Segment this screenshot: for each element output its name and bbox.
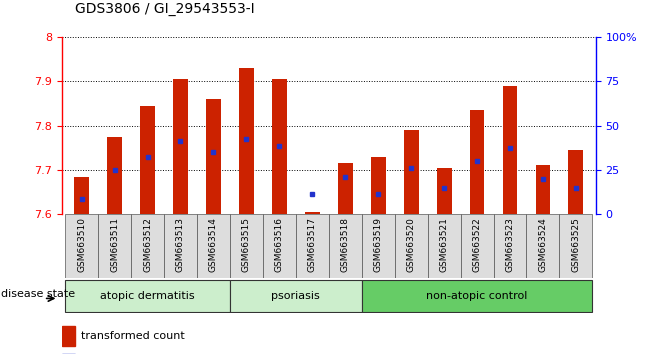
Text: GSM663510: GSM663510 <box>77 217 86 272</box>
Text: GSM663511: GSM663511 <box>110 217 119 272</box>
Bar <box>437 168 452 214</box>
Text: GSM663521: GSM663521 <box>439 217 449 272</box>
FancyBboxPatch shape <box>493 214 527 278</box>
Bar <box>305 212 320 214</box>
FancyBboxPatch shape <box>164 214 197 278</box>
FancyBboxPatch shape <box>362 280 592 312</box>
Text: GSM663516: GSM663516 <box>275 217 284 272</box>
Bar <box>173 79 188 214</box>
Bar <box>371 156 385 214</box>
Text: GSM663520: GSM663520 <box>407 217 415 272</box>
Bar <box>503 86 518 214</box>
FancyBboxPatch shape <box>230 280 362 312</box>
FancyBboxPatch shape <box>65 214 98 278</box>
Text: GDS3806 / GI_29543553-I: GDS3806 / GI_29543553-I <box>75 2 255 16</box>
FancyBboxPatch shape <box>362 214 395 278</box>
FancyBboxPatch shape <box>197 214 230 278</box>
FancyBboxPatch shape <box>527 214 559 278</box>
Text: atopic dermatitis: atopic dermatitis <box>100 291 195 301</box>
Bar <box>206 99 221 214</box>
FancyBboxPatch shape <box>230 214 263 278</box>
FancyBboxPatch shape <box>428 214 460 278</box>
FancyBboxPatch shape <box>329 214 362 278</box>
Text: GSM663518: GSM663518 <box>340 217 350 272</box>
Text: GSM663525: GSM663525 <box>572 217 581 272</box>
Bar <box>568 150 583 214</box>
Text: GSM663515: GSM663515 <box>242 217 251 272</box>
Text: GSM663514: GSM663514 <box>209 217 218 272</box>
Bar <box>107 137 122 214</box>
FancyBboxPatch shape <box>65 280 230 312</box>
FancyBboxPatch shape <box>131 214 164 278</box>
Bar <box>272 79 286 214</box>
Text: GSM663517: GSM663517 <box>308 217 317 272</box>
FancyBboxPatch shape <box>559 214 592 278</box>
Bar <box>140 106 155 214</box>
Bar <box>62 326 75 346</box>
FancyBboxPatch shape <box>263 214 296 278</box>
Text: GSM663522: GSM663522 <box>473 217 482 272</box>
Text: GSM663513: GSM663513 <box>176 217 185 272</box>
FancyBboxPatch shape <box>395 214 428 278</box>
Text: non-atopic control: non-atopic control <box>426 291 528 301</box>
FancyBboxPatch shape <box>98 214 131 278</box>
Bar <box>74 177 89 214</box>
FancyBboxPatch shape <box>460 214 493 278</box>
Text: GSM663523: GSM663523 <box>505 217 514 272</box>
Text: GSM663519: GSM663519 <box>374 217 383 272</box>
Bar <box>338 163 353 214</box>
Text: GSM663512: GSM663512 <box>143 217 152 272</box>
Text: GSM663524: GSM663524 <box>538 217 547 272</box>
Bar <box>536 165 550 214</box>
FancyBboxPatch shape <box>296 214 329 278</box>
Bar <box>239 68 254 214</box>
Text: disease state: disease state <box>1 289 76 299</box>
Text: transformed count: transformed count <box>81 331 185 341</box>
Bar <box>469 110 484 214</box>
Bar <box>404 130 419 214</box>
Text: psoriasis: psoriasis <box>271 291 320 301</box>
